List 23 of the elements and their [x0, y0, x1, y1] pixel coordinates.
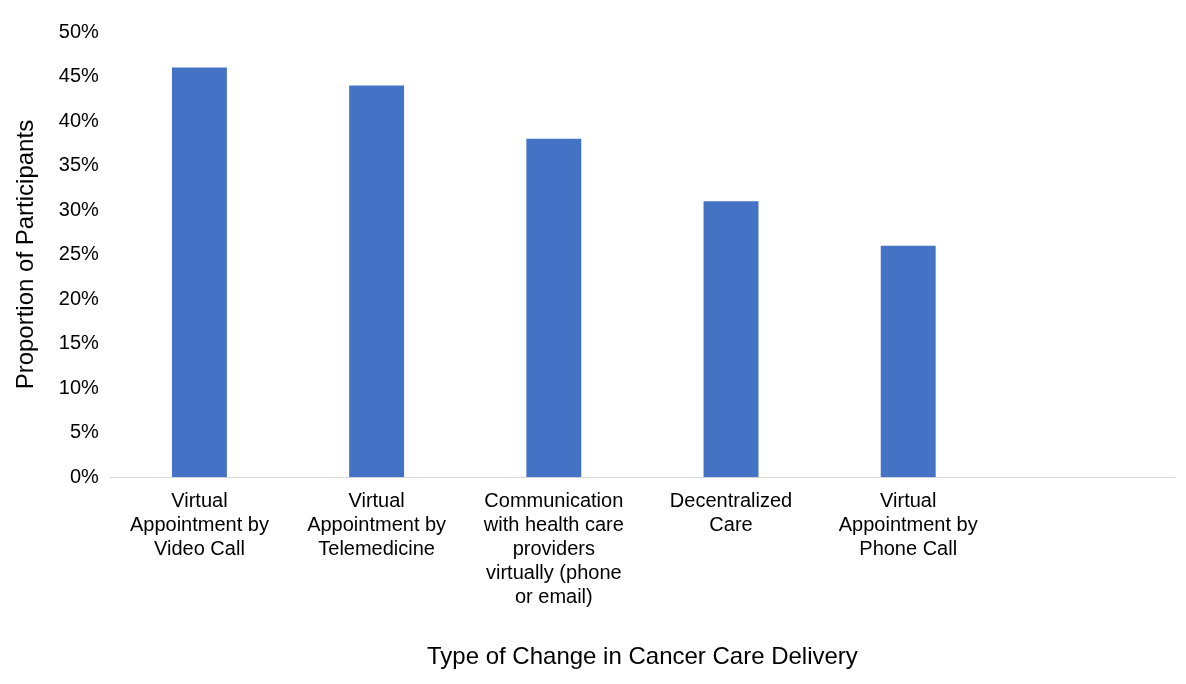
y-tick-label: 40% — [58, 108, 100, 131]
y-tick-label: 30% — [58, 197, 100, 220]
y-tick-label: 10% — [58, 375, 100, 398]
x-axis-title: Type of Change in Cancer Care Delivery — [426, 642, 858, 670]
x-tick-label: Virtual Appointment by Video Call — [129, 488, 269, 559]
y-tick-label: 50% — [58, 19, 100, 42]
bar — [171, 67, 227, 478]
bar — [349, 85, 405, 478]
y-tick-label: 0% — [69, 464, 100, 487]
y-tick-label: 35% — [58, 153, 100, 176]
x-tick-label: Decentralized Care — [669, 488, 793, 535]
y-tick-label: 45% — [58, 64, 100, 87]
x-tick-label: Virtual Appointment by Telemedicine — [307, 488, 447, 559]
y-axis-title: Proportion of Participants — [11, 119, 39, 390]
y-tick-label: 15% — [58, 331, 100, 354]
bar — [703, 201, 759, 478]
y-tick-label: 25% — [58, 242, 100, 265]
bar — [526, 138, 582, 478]
x-tick-label: Communication with health care providers virtually (phone or email) — [482, 488, 624, 607]
y-tick-label: 5% — [69, 420, 100, 443]
y-tick-label: 20% — [58, 286, 100, 309]
bar — [880, 245, 936, 478]
x-tick-label: Virtual Appointment by Phone Call — [838, 488, 978, 559]
